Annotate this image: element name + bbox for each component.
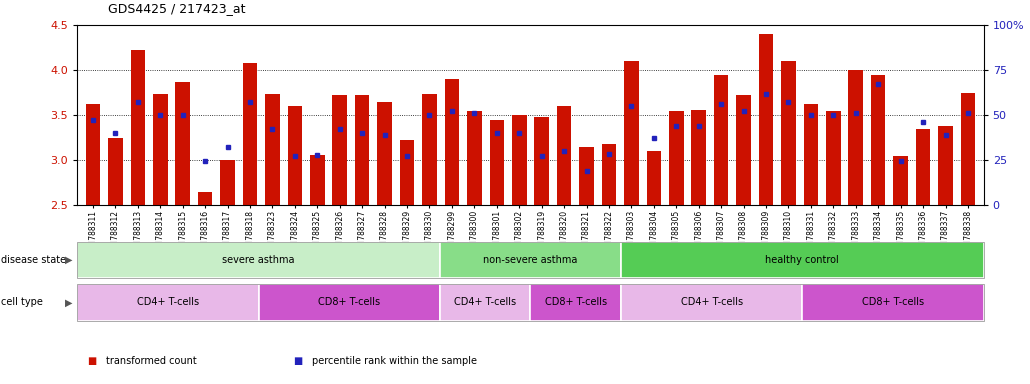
Bar	[624, 61, 639, 205]
Bar	[175, 82, 190, 205]
Bar	[736, 95, 751, 205]
Text: CD8+ T-cells: CD8+ T-cells	[862, 297, 924, 308]
Text: percentile rank within the sample: percentile rank within the sample	[312, 356, 477, 366]
Text: CD4+ T-cells: CD4+ T-cells	[137, 297, 199, 308]
Bar	[243, 63, 258, 205]
Bar	[871, 74, 886, 205]
Bar	[489, 120, 504, 205]
Text: ▶: ▶	[65, 255, 72, 265]
Text: CD8+ T-cells: CD8+ T-cells	[545, 297, 607, 308]
Text: ■: ■	[88, 356, 97, 366]
Bar	[849, 70, 863, 205]
Text: transformed count: transformed count	[106, 356, 197, 366]
Bar	[916, 129, 930, 205]
Bar	[220, 161, 235, 205]
Text: CD4+ T-cells: CD4+ T-cells	[454, 297, 516, 308]
Bar	[512, 115, 526, 205]
Bar	[535, 117, 549, 205]
Bar	[691, 110, 706, 205]
Bar	[400, 141, 414, 205]
Bar	[803, 104, 818, 205]
Bar	[938, 126, 953, 205]
Text: GDS4425 / 217423_at: GDS4425 / 217423_at	[108, 2, 245, 15]
Bar	[153, 94, 168, 205]
Text: healthy control: healthy control	[765, 255, 839, 265]
Text: severe asthma: severe asthma	[222, 255, 295, 265]
Bar	[602, 144, 616, 205]
Bar	[422, 94, 437, 205]
Bar	[893, 156, 907, 205]
Bar	[310, 155, 324, 205]
Text: CD4+ T-cells: CD4+ T-cells	[681, 297, 743, 308]
Text: non-severe asthma: non-severe asthma	[483, 255, 578, 265]
Bar	[714, 74, 728, 205]
Bar	[265, 94, 280, 205]
Text: cell type: cell type	[1, 297, 43, 308]
Bar	[333, 95, 347, 205]
Bar	[131, 50, 145, 205]
Bar	[759, 34, 774, 205]
Bar	[670, 111, 684, 205]
Bar	[287, 106, 302, 205]
Bar	[85, 104, 100, 205]
Bar	[961, 93, 975, 205]
Bar	[198, 192, 212, 205]
Bar	[108, 138, 123, 205]
Text: CD8+ T-cells: CD8+ T-cells	[318, 297, 380, 308]
Bar	[647, 151, 661, 205]
Text: ▶: ▶	[65, 297, 72, 308]
Bar	[557, 106, 572, 205]
Bar	[445, 79, 459, 205]
Text: disease state: disease state	[1, 255, 66, 265]
Text: ■: ■	[294, 356, 303, 366]
Bar	[781, 61, 796, 205]
Bar	[467, 111, 482, 205]
Bar	[579, 147, 594, 205]
Bar	[826, 111, 840, 205]
Bar	[355, 95, 370, 205]
Bar	[377, 102, 391, 205]
